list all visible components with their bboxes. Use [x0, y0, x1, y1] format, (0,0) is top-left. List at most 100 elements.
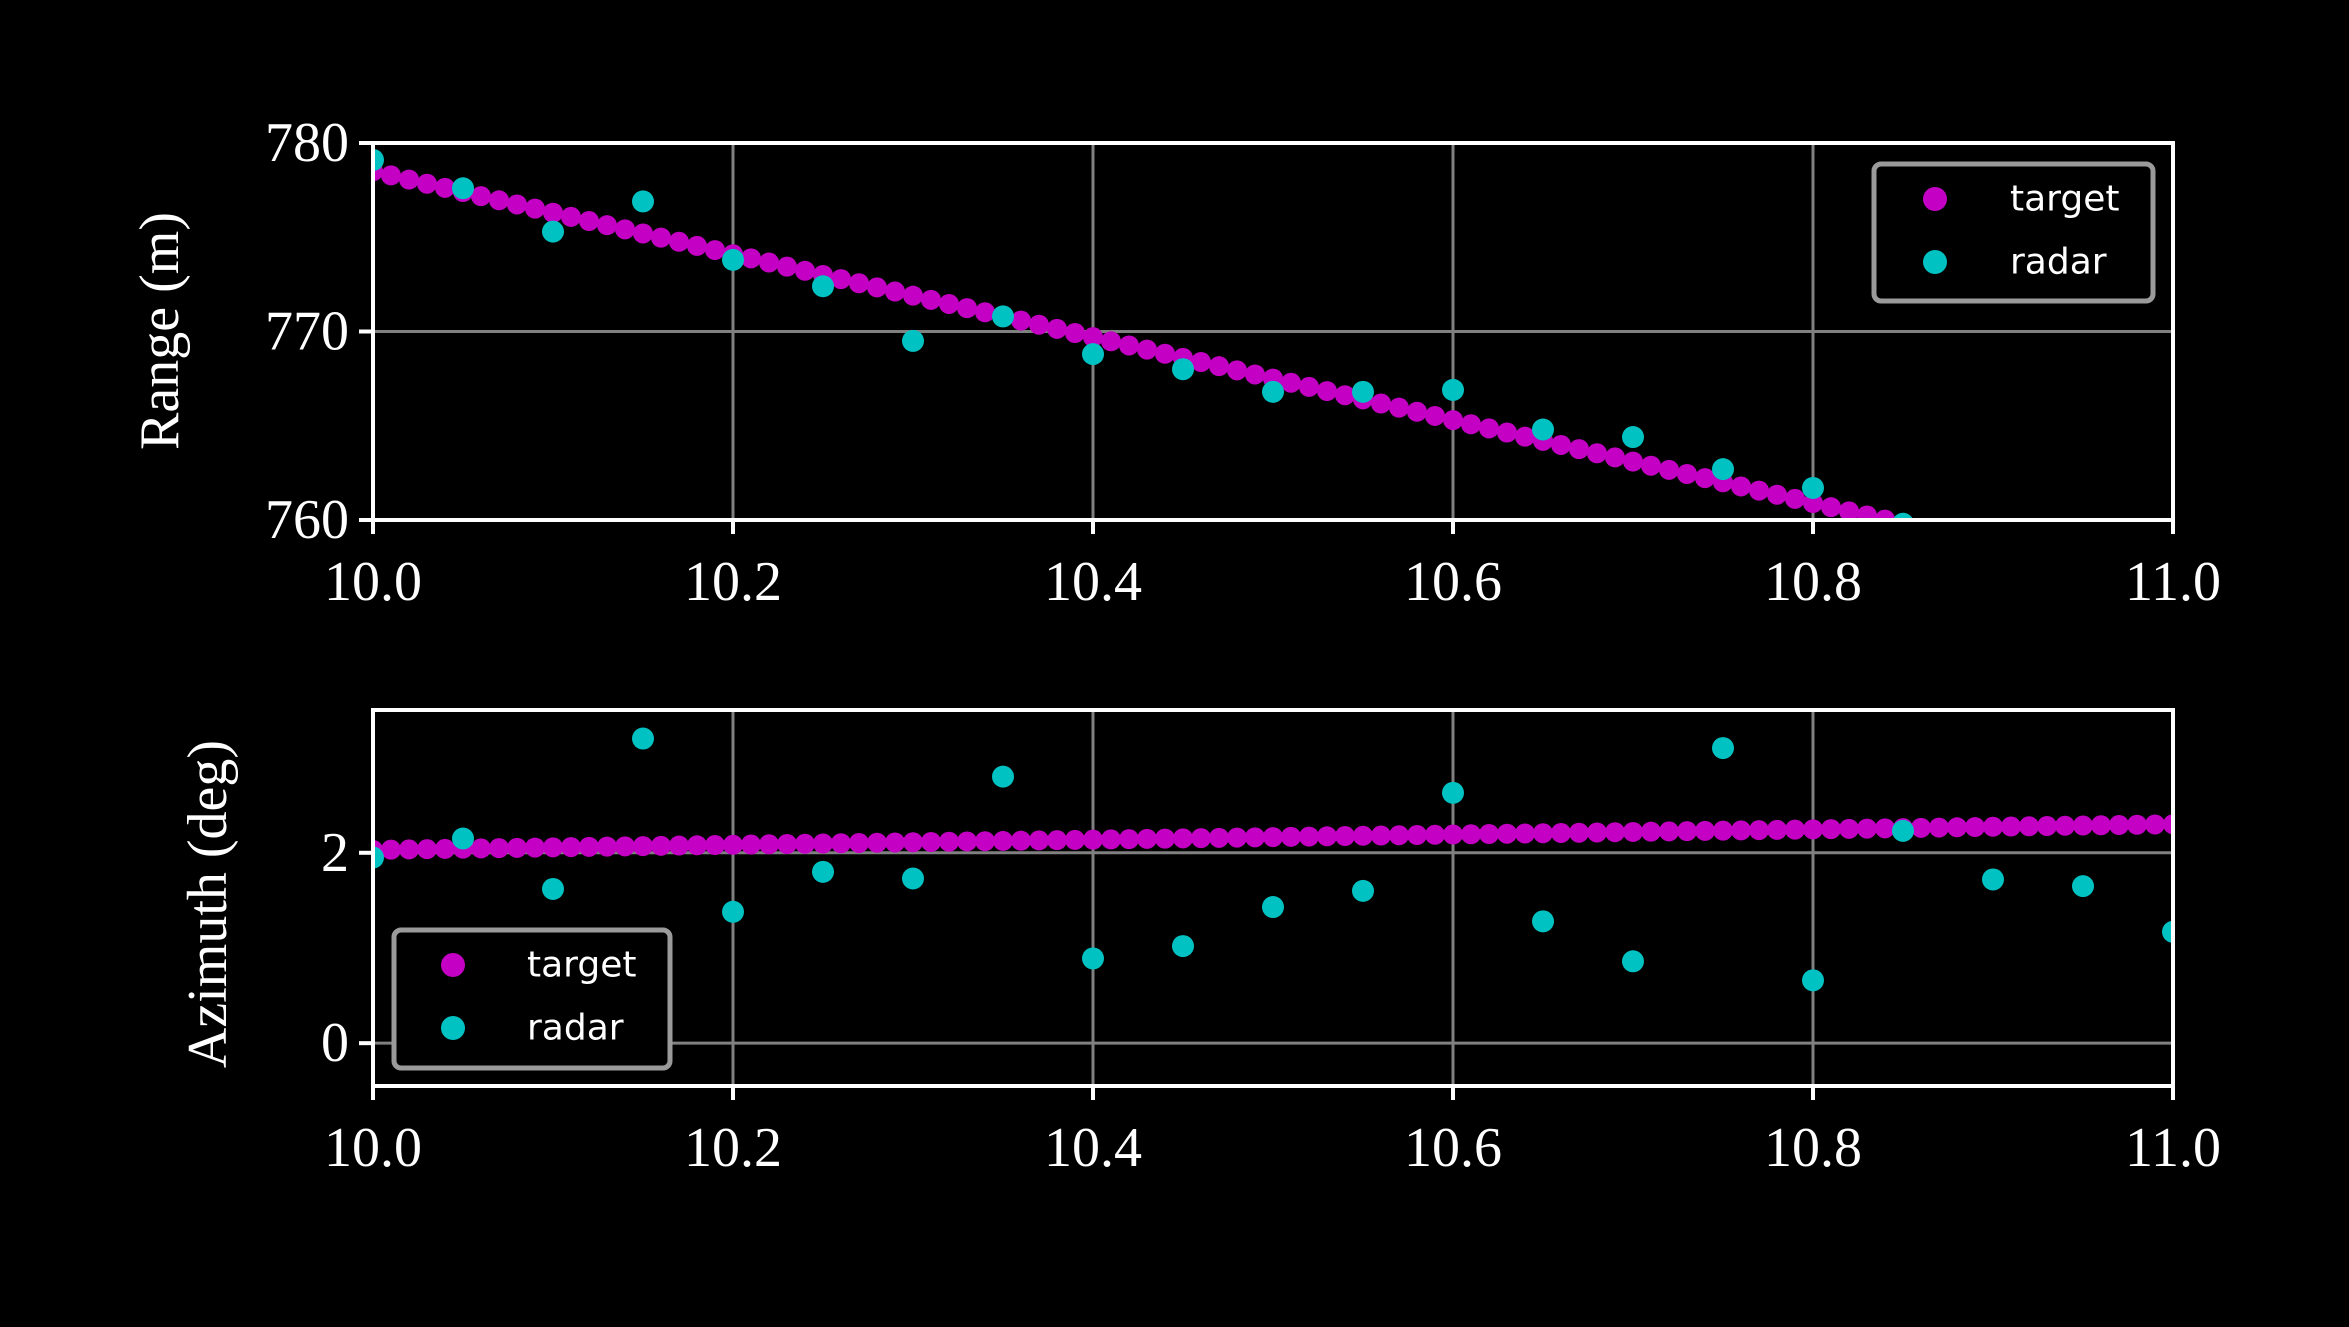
range-target-point: [1389, 397, 1409, 418]
azimuth-target-point: [2073, 815, 2093, 836]
range-target-point: [885, 281, 905, 302]
azimuth-target-point: [1137, 828, 1157, 849]
azimuth-target-point: [1263, 827, 1283, 848]
azimuth-radar-point: [1532, 910, 1554, 933]
range-target-point: [1443, 410, 1463, 431]
range-target-point: [1407, 401, 1427, 422]
range-x-tick-label: 10.2: [684, 551, 782, 613]
azimuth-target-point: [1695, 820, 1715, 841]
range-radar-point: [373, 148, 384, 171]
azimuth-target-point: [777, 834, 797, 855]
range-x-tick-label: 11.0: [2125, 551, 2221, 613]
azimuth-target-point: [1227, 827, 1247, 848]
azimuth-target-point: [1911, 817, 1931, 838]
azimuth-target-point: [507, 837, 527, 858]
range-markers: [373, 148, 1928, 520]
azimuth-target-point: [867, 832, 887, 853]
azimuth-target-point: [1011, 830, 1031, 851]
azimuth-target-point: [1281, 826, 1301, 847]
azimuth-target-point: [1533, 823, 1553, 844]
azimuth-target-point: [1983, 816, 2003, 837]
range-target-point: [921, 289, 941, 310]
range-target-point: [1821, 497, 1841, 518]
range-target-point: [1875, 509, 1895, 520]
range-target-point: [1137, 339, 1157, 360]
azimuth-target-point: [741, 834, 761, 855]
range-target-point: [597, 215, 617, 236]
azimuth-y-tick-label: 0: [321, 1012, 349, 1074]
range-target-point: [561, 206, 581, 227]
range-target-point: [1425, 405, 1445, 426]
azimuth-target-point: [1209, 827, 1229, 848]
range-target-point: [1695, 468, 1715, 489]
azimuth-target-point: [1947, 817, 1967, 838]
azimuth-target-point: [1119, 829, 1139, 850]
azimuth-target-point: [1821, 819, 1841, 840]
azimuth-target-point: [1713, 820, 1733, 841]
azimuth-x-tick-label: 10.2: [684, 1117, 782, 1179]
azimuth-y-axis-label: Azimuth (deg): [177, 740, 239, 1068]
azimuth-target-point: [1857, 818, 1877, 839]
range-radar-point: [1622, 426, 1644, 449]
range-target-point: [1119, 335, 1139, 356]
azimuth-target-point: [543, 837, 563, 858]
azimuth-target-point: [1065, 829, 1085, 850]
azimuth-target-point: [795, 833, 815, 854]
range-target-point: [1155, 343, 1175, 364]
azimuth-target-point: [2001, 816, 2021, 837]
range-y-axis-label: Range (m): [129, 212, 191, 450]
range-x-tick-label: 10.6: [1404, 551, 1502, 613]
azimuth-target-point: [1029, 830, 1049, 851]
range-target-point: [1551, 434, 1571, 455]
range-target-point: [1047, 318, 1067, 339]
range-target-point: [417, 173, 437, 194]
azimuth-target-point: [849, 832, 869, 853]
azimuth-target-point: [1551, 822, 1571, 843]
range-target-point: [1065, 323, 1085, 344]
azimuth-target-point: [1515, 823, 1535, 844]
range-target-point: [795, 260, 815, 281]
azimuth-legend: target radar: [391, 927, 673, 1071]
azimuth-target-point: [957, 831, 977, 852]
azimuth-target-point: [1101, 829, 1121, 850]
range-target-point: [1569, 439, 1589, 460]
range-target-point: [633, 223, 653, 244]
azimuth-target-point: [2163, 814, 2173, 835]
range-radar-point: [1172, 358, 1194, 381]
azimuth-target-point: [489, 838, 509, 859]
azimuth-radar-point: [812, 860, 834, 883]
range-radar-point: [1712, 458, 1734, 481]
range-target-point: [1785, 488, 1805, 509]
range-target-point: [1101, 331, 1121, 352]
azimuth-target-point: [1785, 819, 1805, 840]
azimuth-x-tick-label: 10.0: [324, 1117, 422, 1179]
range-target-point: [1731, 476, 1751, 497]
range-target-point: [489, 190, 509, 211]
range-target-point: [939, 293, 959, 314]
azimuth-target-point: [1875, 818, 1895, 839]
azimuth-target-point: [651, 835, 671, 856]
azimuth-target-point: [2019, 816, 2039, 837]
azimuth-subplot: 10.0 10.2 10.4 10.6 10.8 11.0 0 2 Azimuth (deg)…: [177, 708, 2221, 1179]
azimuth-ticks: 10.0 10.2 10.4 10.6 10.8 11.0 0 2: [321, 822, 2221, 1179]
range-target-point: [705, 240, 725, 261]
range-y-tick-label: 770: [265, 301, 349, 363]
azimuth-target-point: [705, 835, 725, 856]
azimuth-target-point: [759, 834, 779, 855]
azimuth-target-point: [1353, 825, 1373, 846]
range-target-point: [1857, 505, 1877, 520]
azimuth-target-point: [1929, 817, 1949, 838]
azimuth-target-point: [1965, 817, 1985, 838]
azimuth-target-point: [615, 836, 635, 857]
azimuth-target-point: [2127, 814, 2147, 835]
range-legend: target radar: [1871, 161, 2156, 304]
range-target-point: [831, 269, 851, 290]
range-target-point: [849, 273, 869, 294]
range-radar-point: [1442, 378, 1464, 401]
range-target-point: [1227, 360, 1247, 381]
range-target-point: [1479, 418, 1499, 439]
range-radar-point: [902, 329, 924, 352]
azimuth-target-point: [435, 838, 455, 859]
azimuth-target-point: [687, 835, 707, 856]
